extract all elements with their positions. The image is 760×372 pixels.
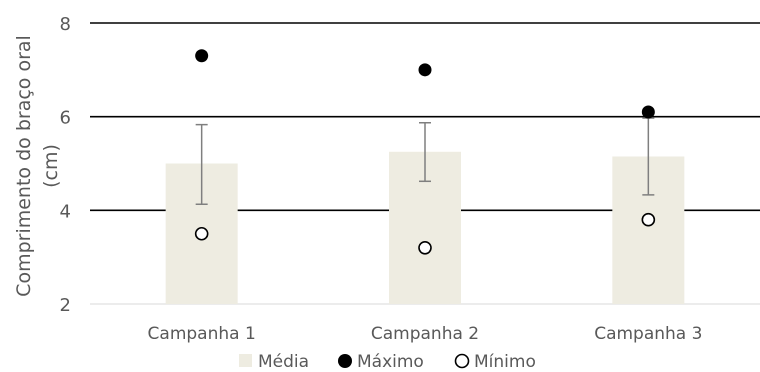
x-tick-label: Campanha 3: [594, 324, 702, 344]
y-axis-title: Comprimento do braço oral (cm): [13, 35, 62, 297]
legend-marker-maximo: [338, 354, 352, 368]
y-tick-label: 6: [60, 108, 71, 129]
y-axis-title-line: Comprimento do braço oral: [13, 35, 35, 297]
markers: [194, 49, 656, 255]
legend-swatch-media: [239, 354, 252, 367]
y-tick-label: 4: [60, 201, 71, 222]
x-tick-labels: Campanha 1 Campanha 2 Campanha 3: [148, 324, 703, 344]
y-tick-label: 8: [60, 14, 71, 35]
legend-label-maximo: Máximo: [357, 352, 424, 372]
legend: Média Máximo Mínimo: [239, 352, 536, 372]
marker-minimo: [641, 212, 656, 227]
y-axis-title-line: (cm): [40, 144, 62, 188]
legend-marker-minimo: [454, 353, 470, 369]
legend-label-minimo: Mínimo: [474, 352, 536, 372]
legend-label-media: Média: [258, 352, 309, 372]
marker-minimo: [418, 241, 432, 255]
x-tick-label: Campanha 2: [371, 324, 479, 344]
marker-maximo: [418, 63, 432, 77]
x-tick-label: Campanha 1: [148, 324, 256, 344]
marker-minimo: [194, 226, 209, 241]
y-axis-label: Comprimento do braço oral (cm): [13, 35, 62, 297]
marker-maximo: [195, 49, 209, 63]
y-tick-labels: 2 4 6 8: [60, 14, 71, 316]
y-tick-label: 2: [60, 295, 71, 316]
marker-maximo: [641, 105, 655, 119]
